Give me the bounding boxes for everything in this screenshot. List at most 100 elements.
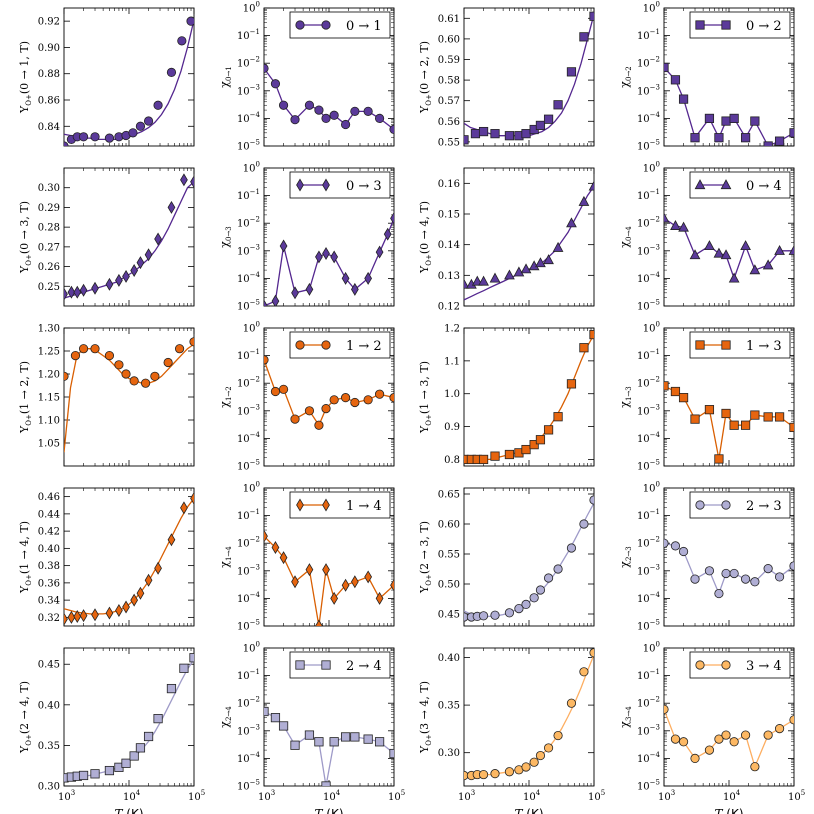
data-point <box>186 16 194 26</box>
data-point <box>588 180 594 191</box>
legend: 1 → 4 <box>289 491 391 519</box>
data-point <box>678 737 689 747</box>
panel-ups34: 0.30 0.35 0.40 103 104 105 T (K) ΥO+(3 → 4, T) <box>418 647 605 814</box>
data-markers <box>664 538 794 599</box>
x-tick-label: 105 <box>788 789 805 803</box>
legend-marker <box>720 179 732 190</box>
y-tick-label: 0.30 <box>38 782 60 793</box>
data-point <box>535 435 546 445</box>
plot-frame <box>63 487 195 627</box>
y-axis-label: ΥO+(0 → 1, T) <box>18 41 33 114</box>
data-point <box>278 721 289 731</box>
legend-marker <box>295 340 305 350</box>
y-tick-label: 10−2 <box>237 536 260 550</box>
data-point <box>535 585 546 595</box>
y-tick-label: 1.20 <box>38 370 60 381</box>
legend-label: 2 → 3 <box>746 499 782 514</box>
data-point <box>341 271 350 285</box>
y-tick-label: 0.92 <box>38 17 60 28</box>
data-point <box>789 422 794 433</box>
data-point <box>130 593 139 607</box>
y-tick-label: 0.90 <box>38 43 60 54</box>
y-tick-label: 10−3 <box>237 403 260 417</box>
data-point <box>566 217 577 228</box>
data-point <box>389 748 394 759</box>
data-point <box>740 420 751 430</box>
panel-ups01: 0.84 0.86 0.88 0.90 0.92 ΥO+(0 → 1, T) <box>18 7 195 147</box>
data-point <box>122 600 130 614</box>
data-point <box>704 566 715 576</box>
y-tick-label: 10−3 <box>637 83 660 97</box>
legend-marker <box>321 340 331 350</box>
data-point <box>774 572 785 582</box>
data-point <box>291 575 299 589</box>
data-point <box>678 393 689 403</box>
data-point <box>330 591 339 605</box>
data-point <box>720 249 732 260</box>
data-point <box>763 141 773 146</box>
y-tick-label: 0.58 <box>438 76 460 87</box>
data-point <box>105 606 114 620</box>
data-point <box>304 730 315 740</box>
data-point <box>91 281 99 295</box>
data-point <box>363 106 373 116</box>
data-point <box>79 283 88 297</box>
data-markers <box>664 212 794 283</box>
data-point <box>714 133 724 143</box>
x-tick-label: 104 <box>323 789 341 803</box>
data-point <box>535 750 546 761</box>
y-tick-label: 0.25 <box>38 282 60 293</box>
y-tick-label: 0.84 <box>38 122 60 133</box>
data-point <box>154 232 162 246</box>
data-point <box>774 724 785 734</box>
x-tick-label: 104 <box>723 789 741 803</box>
data-point <box>566 379 577 389</box>
data-point <box>291 286 299 300</box>
y-tick-label: 10−4 <box>637 751 661 765</box>
y-tick-label: 0.27 <box>38 242 60 253</box>
data-point <box>504 131 515 141</box>
data-point <box>553 412 563 422</box>
x-axis-label: T (K) <box>514 807 543 814</box>
data-point <box>566 67 577 77</box>
legend-marker <box>695 500 705 510</box>
y-axis-label: ΥO+(1 → 3, T) <box>418 361 433 434</box>
y-tick-label: 0.42 <box>38 527 60 538</box>
data-point <box>375 591 384 605</box>
x-tick-label: 103 <box>458 789 475 803</box>
y-tick-label: 10−3 <box>637 723 660 737</box>
data-point <box>729 420 739 430</box>
data-point <box>478 275 489 286</box>
data-point <box>122 269 130 283</box>
y-tick-label: 100 <box>243 161 260 175</box>
data-point <box>330 250 339 264</box>
y-tick-label: 0.40 <box>438 653 460 664</box>
y-tick-label: 0.12 <box>438 302 460 313</box>
data-markers <box>264 63 394 134</box>
y-tick-label: 10−5 <box>237 139 260 153</box>
data-point <box>750 410 760 420</box>
y-tick-label: 10−5 <box>637 459 660 473</box>
legend-marker <box>295 20 305 30</box>
data-point <box>363 395 373 405</box>
y-tick-label: 1.10 <box>38 416 60 427</box>
data-point <box>150 371 160 381</box>
panel-chi03: 10−5 10−4 10−3 10−2 10−1 100 0 → 3 χ0→3 <box>218 161 395 313</box>
y-tick-label: 10−3 <box>237 563 260 577</box>
data-markers <box>64 16 194 146</box>
data-point <box>740 240 751 251</box>
data-point <box>189 653 194 663</box>
data-point <box>390 578 394 592</box>
data-point <box>566 698 577 708</box>
x-tick-label: 103 <box>58 789 75 803</box>
y-tick-label: 1.15 <box>38 393 60 404</box>
x-tick-label: 104 <box>523 789 541 803</box>
data-point <box>789 715 794 725</box>
y-tick-label: 10−5 <box>637 779 660 793</box>
legend-marker <box>695 340 705 350</box>
data-point <box>121 369 131 379</box>
y-tick-label: 0.38 <box>38 561 60 572</box>
data-point <box>135 121 146 131</box>
y-axis-label: ΥO+(2 → 4, T) <box>18 681 33 754</box>
y-tick-label: 10−5 <box>237 299 260 313</box>
